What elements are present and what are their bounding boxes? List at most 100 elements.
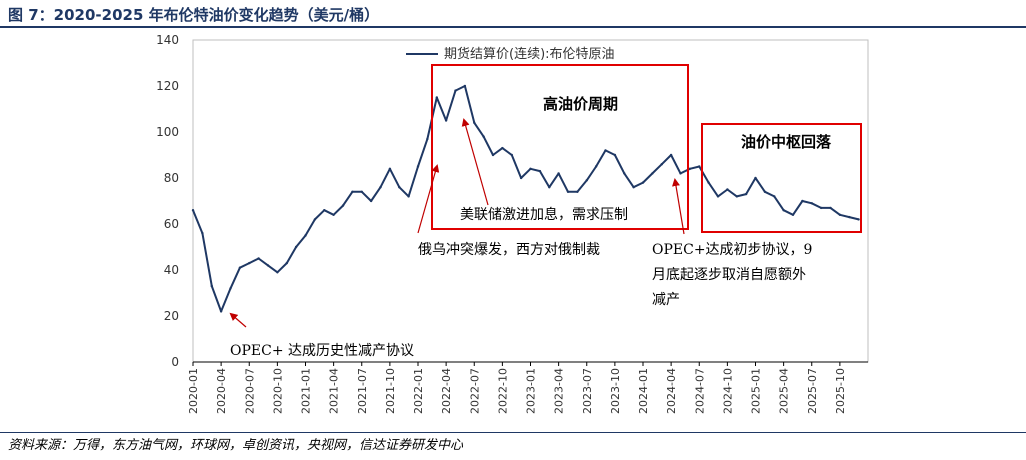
x-tick-label: 2022-10 [496, 368, 509, 414]
data-point [510, 153, 513, 157]
y-tick-label: 80 [164, 171, 179, 185]
data-point [332, 213, 335, 216]
legend: 期货结算价(连续):布伦特原油 [406, 46, 615, 62]
data-point [604, 149, 607, 152]
data-point [473, 121, 476, 125]
x-tick-label: 2020-01 [187, 368, 200, 414]
data-point [585, 179, 588, 182]
data-point [763, 190, 767, 193]
data-point [416, 165, 420, 168]
data-point [238, 266, 242, 269]
data-point [848, 215, 851, 219]
data-point [379, 186, 382, 189]
x-tick-label: 2020-04 [215, 368, 228, 414]
data-point [219, 310, 223, 313]
series-line [192, 85, 859, 313]
data-point [735, 195, 738, 198]
data-point [641, 181, 645, 184]
data-point [323, 209, 326, 212]
data-point [782, 209, 785, 212]
data-point [623, 172, 626, 175]
data-point [651, 172, 654, 175]
x-tick-label: 2023-01 [525, 368, 538, 414]
data-point [407, 195, 410, 198]
annotation-opec-2024-line1: OPEC+达成初步协议，9 [652, 241, 812, 258]
y-tick-label: 60 [164, 217, 179, 231]
data-point [707, 181, 710, 184]
data-point [669, 153, 673, 157]
data-point [679, 172, 682, 175]
data-point [754, 176, 757, 180]
data-point [716, 195, 720, 198]
data-point [519, 176, 523, 180]
x-tick-label: 2025-04 [778, 368, 791, 414]
data-point [698, 165, 701, 168]
x-tick-label: 2022-04 [440, 368, 453, 414]
annotation-fed-hike: 美联储激进加息，需求压制 [460, 206, 628, 223]
data-point [594, 165, 598, 168]
annotation-opec-2020: OPEC+ 达成历史性减产协议 [230, 343, 414, 359]
x-axis: 2020-01 2020-04 2020-07 2020-10 2021-01 2021-… [187, 362, 847, 414]
x-tick-label: 2020-07 [243, 368, 256, 414]
data-point [791, 213, 795, 216]
x-tick-label: 2022-07 [468, 368, 481, 414]
annotation-opec-2024-line3: 减产 [652, 292, 680, 308]
data-point [426, 137, 429, 141]
x-tick-label: 2023-10 [609, 368, 622, 414]
y-tick-label: 40 [164, 263, 179, 277]
annotation-russia-ukraine: 俄乌冲突爆发，西方对俄制裁 [418, 242, 600, 258]
legend-label: 期货结算价(连续):布伦特原油 [444, 46, 615, 62]
data-point [313, 218, 317, 221]
x-tick-label: 2025-07 [806, 368, 819, 414]
data-point [444, 119, 448, 122]
data-point [688, 167, 692, 170]
arrow-opec-2024 [672, 178, 685, 235]
data-point [538, 169, 542, 173]
data-point [257, 257, 260, 260]
arrow-fed-hike [461, 118, 489, 206]
data-point [501, 146, 504, 150]
y-tick-label: 0 [171, 355, 179, 369]
title-rule [0, 26, 1026, 28]
x-tick-label: 2025-01 [750, 368, 763, 414]
x-tick-label: 2022-01 [412, 368, 425, 414]
x-tick-label: 2024-01 [637, 368, 650, 414]
data-point [229, 287, 232, 290]
data-point [548, 186, 551, 189]
arrow-opec-2020 [229, 312, 247, 328]
data-point [726, 188, 729, 191]
data-point [819, 206, 823, 210]
data-point [369, 199, 373, 203]
data-point [773, 195, 776, 198]
plot-border [192, 39, 869, 363]
data-point [810, 202, 813, 205]
data-point [801, 199, 804, 203]
arrow-russia-ukraine [417, 164, 440, 234]
data-point [744, 192, 748, 196]
x-tick-label: 2024-07 [693, 368, 706, 414]
high-price-box [431, 64, 689, 230]
data-point [435, 96, 438, 99]
annotation-price-decline: 油价中枢回落 [741, 133, 832, 151]
y-tick-label: 100 [156, 125, 179, 139]
data-point [557, 172, 560, 175]
y-tick-label: 20 [164, 309, 179, 323]
x-tick-label: 2023-07 [581, 368, 594, 414]
annotation-high-price: 高油价周期 [543, 95, 618, 113]
data-point [210, 284, 213, 288]
data-point [201, 232, 204, 235]
y-tick-label: 140 [156, 33, 179, 47]
data-point [482, 135, 485, 138]
plot-frame [192, 39, 869, 363]
data-point [463, 84, 467, 88]
figure-title: 图 7：2020-2025 年布伦特油价变化趋势（美元/桶） [8, 6, 380, 24]
data-point [266, 264, 270, 267]
x-tick-label: 2025-10 [834, 368, 847, 414]
data-point [857, 218, 860, 221]
y-axis: 0 20 40 60 80 100 120 140 [156, 33, 179, 369]
data-point [529, 167, 532, 170]
data-point [491, 153, 495, 157]
x-tick-label: 2021-07 [356, 368, 369, 414]
data-point [276, 271, 279, 274]
source-note: 资料来源：万得，东方油气网，环球网，卓创资讯，央视网，信达证券研发中心 [8, 438, 464, 453]
